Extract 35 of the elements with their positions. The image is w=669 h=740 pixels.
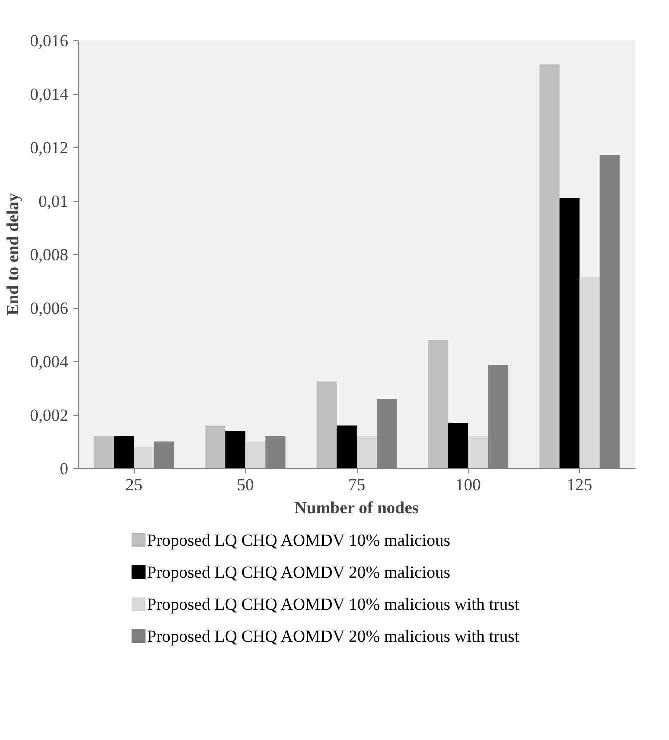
bar [468, 436, 488, 468]
bar [246, 442, 266, 468]
y-tick-label: 0,012 [30, 138, 68, 158]
bar [336, 426, 357, 468]
bar [448, 423, 468, 468]
bar [94, 436, 114, 468]
x-tick-label: 50 [237, 476, 254, 494]
legend-label: Proposed LQ CHQ AOMDV 10% malicious [147, 531, 451, 550]
bar [205, 426, 226, 468]
legend-label: Proposed LQ CHQ AOMDV 20% malicious [147, 563, 451, 582]
bar [226, 431, 246, 468]
y-tick-label: 0,014 [30, 85, 69, 104]
legend-label: Proposed LQ CHQ AOMDV 20% malicious with trust [147, 627, 520, 646]
bar [580, 277, 600, 468]
y-tick-label: 0,008 [30, 246, 68, 264]
bar [114, 436, 134, 468]
x-tick-label: 125 [567, 476, 593, 494]
legend-label: Proposed LQ CHQ AOMDV 10% malicious with trust [147, 595, 520, 614]
bar [316, 382, 337, 468]
x-tick-label: 75 [348, 476, 366, 494]
bar [560, 198, 580, 468]
bar [540, 64, 560, 468]
x-tick-label: 25 [126, 476, 143, 494]
bar [134, 447, 154, 468]
y-tick-label: 0,01 [38, 192, 68, 211]
y-tick-label: 0,002 [30, 406, 68, 425]
bar [357, 436, 378, 468]
y-axis-title: End to end delay [3, 192, 22, 316]
bar [428, 340, 448, 468]
y-tick-label: 0,006 [30, 299, 68, 318]
y-tick-label: 0,016 [30, 32, 68, 50]
x-tick-label: 100 [456, 476, 482, 494]
x-axis-title: Number of nodes [294, 498, 420, 518]
y-tick-label: 0 [60, 460, 68, 478]
y-tick-label: 0,004 [30, 352, 69, 372]
